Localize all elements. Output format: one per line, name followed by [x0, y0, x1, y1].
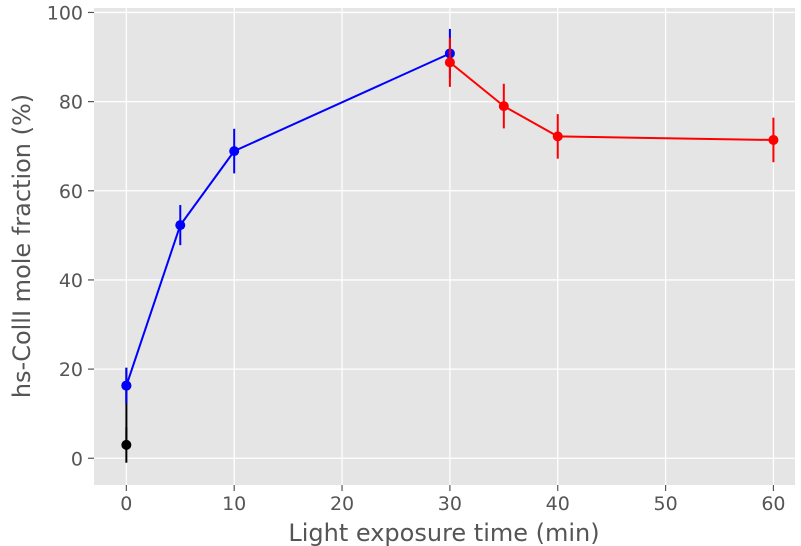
data-point [498, 101, 509, 112]
y-tick-label: 80 [59, 92, 83, 114]
y-tick-label: 20 [59, 359, 83, 381]
data-point [444, 57, 455, 68]
axis-ticks: 0 10 20 30 40 50 60 0 20 40 60 80 100 [47, 2, 786, 515]
y-tick-label: 60 [59, 181, 83, 203]
x-tick-label: 10 [222, 493, 246, 515]
series-layer [121, 28, 779, 463]
series-line [449, 61, 774, 141]
grid [94, 8, 795, 485]
y-axis-label: hs-CollI mole fraction (%) [8, 94, 36, 398]
data-point [552, 131, 563, 142]
plot-background [94, 8, 795, 485]
x-tick-label: 20 [330, 493, 354, 515]
x-tick-label: 0 [120, 493, 132, 515]
x-tick-label: 30 [438, 493, 462, 515]
y-tick-label: 40 [59, 270, 83, 292]
x-tick-label: 50 [653, 493, 677, 515]
data-point [768, 134, 779, 145]
y-tick-label: 100 [47, 2, 83, 24]
x-tick-label: 60 [761, 493, 785, 515]
data-point [121, 380, 132, 391]
data-point [229, 146, 240, 157]
series-line [125, 52, 451, 386]
data-point [121, 439, 132, 450]
data-point [175, 220, 186, 231]
x-tick-label: 40 [546, 493, 570, 515]
y-tick-label: 0 [71, 448, 83, 470]
x-axis-label: Light exposure time (min) [288, 519, 599, 546]
